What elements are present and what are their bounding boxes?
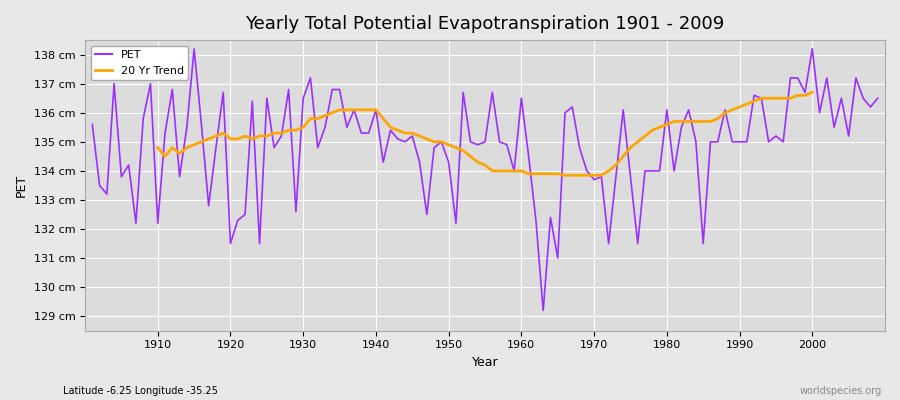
Title: Yearly Total Potential Evapotranspiration 1901 - 2009: Yearly Total Potential Evapotranspiratio… bbox=[246, 15, 724, 33]
X-axis label: Year: Year bbox=[472, 356, 499, 369]
Text: Latitude -6.25 Longitude -35.25: Latitude -6.25 Longitude -35.25 bbox=[63, 386, 218, 396]
Legend: PET, 20 Yr Trend: PET, 20 Yr Trend bbox=[91, 46, 188, 80]
Text: worldspecies.org: worldspecies.org bbox=[800, 386, 882, 396]
Y-axis label: PET: PET bbox=[15, 174, 28, 197]
